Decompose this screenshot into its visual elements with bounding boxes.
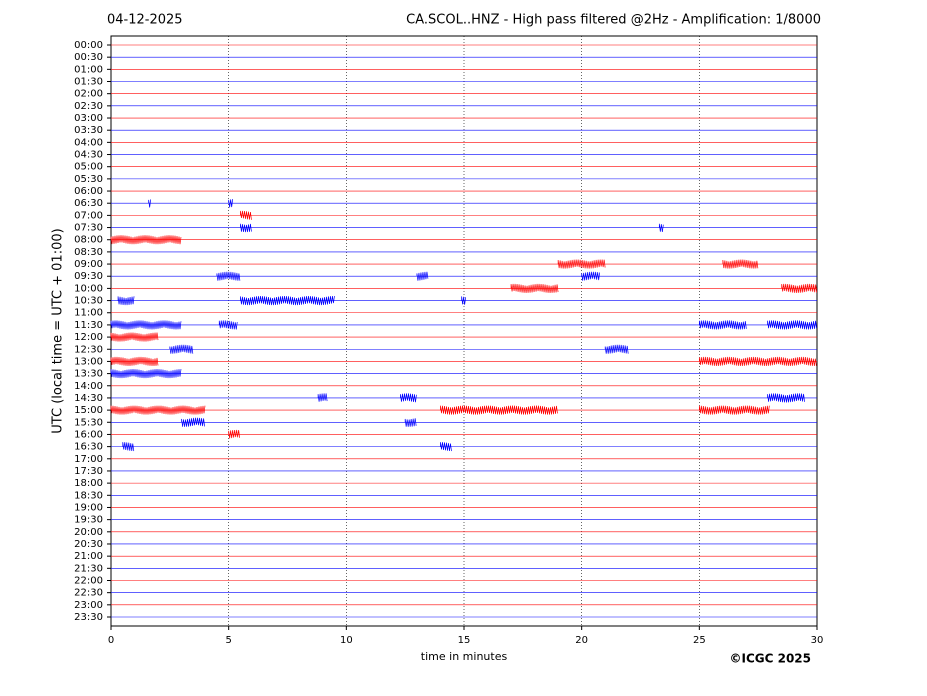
y-tick-label: 00:00 [74,40,103,51]
y-tick-label: 05:30 [74,174,103,185]
y-tick-label: 16:00 [74,429,103,440]
y-tick-label: 21:30 [74,563,103,574]
y-tick-label: 06:30 [74,198,103,209]
y-tick-label: 10:30 [74,296,103,307]
y-tick-label: 02:30 [74,101,103,112]
burst [404,418,417,427]
y-tick-label: 04:30 [74,150,103,161]
burst [117,296,135,306]
burst [181,417,205,427]
burst [767,393,805,403]
burst [767,320,817,330]
x-tick-label: 0 [108,635,114,646]
y-tick-label: 17:00 [74,454,103,465]
y-tick-label: 17:30 [74,466,103,477]
y-tick-label: 13:30 [74,369,103,380]
x-tick-label: 30 [811,635,824,646]
y-tick-label: 23:30 [74,612,103,623]
burst [110,332,159,342]
burst [658,223,664,232]
x-tick-label: 25 [693,635,706,646]
y-tick-label: 00:30 [74,52,103,63]
y-tick-label: 09:30 [74,271,103,282]
burst [110,320,182,330]
x-tick-label: 20 [575,635,588,646]
burst [581,271,601,281]
y-tick-label: 03:30 [74,125,103,136]
y-tick-label: 11:30 [74,320,103,331]
y-tick-label: 04:00 [74,137,103,148]
burst [228,199,234,208]
y-tick-label: 14:30 [74,393,103,404]
burst [122,442,135,452]
y-tick-label: 15:00 [74,405,103,416]
burst [110,356,159,366]
burst [557,259,606,269]
burst [416,271,429,281]
y-tick-label: 21:00 [74,551,103,562]
burst [604,344,629,354]
y-tick-label: 19:00 [74,502,103,513]
burst [400,393,417,403]
burst [440,405,558,415]
burst [722,259,759,269]
x-axis-label: time in minutes [421,650,508,663]
y-tick-label: 08:00 [74,235,103,246]
burst [698,405,770,415]
y-tick-label: 18:00 [74,478,103,489]
burst [510,283,559,293]
burst [698,320,747,330]
y-tick-label: 15:30 [74,417,103,428]
burst [110,235,182,245]
y-tick-label: 14:00 [74,381,103,392]
burst [240,223,252,233]
y-tick-label: 08:30 [74,247,103,258]
burst [148,199,152,208]
y-tick-label: 01:30 [74,77,103,88]
burst [240,296,335,306]
y-tick-label: 05:00 [74,162,103,173]
y-tick-label: 23:00 [74,600,103,611]
y-tick-label: 18:30 [74,490,103,501]
y-tick-label: 20:30 [74,539,103,550]
burst [169,344,194,354]
y-tick-label: 01:00 [74,64,103,75]
x-tick-label: 15 [458,635,471,646]
chart-title: CA.SCOL..HNZ - High pass filtered @2Hz -… [406,13,821,28]
x-tick-label: 5 [225,635,231,646]
y-axis-label: UTC (local time = UTC + 01:00) [51,228,66,433]
y-tick-label: 03:00 [74,113,103,124]
y-tick-label: 16:30 [74,442,103,453]
y-tick-label: 02:00 [74,89,103,100]
y-tick-label: 20:00 [74,527,103,538]
y-tick-label: 22:00 [74,575,103,586]
y-tick-label: 07:00 [74,210,103,221]
y-tick-label: 07:30 [74,223,103,234]
y-tick-label: 11:00 [74,308,103,319]
credit: ©ICGC 2025 [729,652,811,666]
y-tick-label: 22:30 [74,588,103,599]
burst [317,393,328,402]
x-tick-label: 10 [340,635,353,646]
y-tick-label: 10:00 [74,283,103,294]
burst [698,356,817,366]
burst [240,210,252,220]
burst [440,442,452,452]
burst [228,429,241,439]
y-tick-label: 09:00 [74,259,103,270]
y-tick-label: 19:30 [74,515,103,526]
burst [110,405,206,415]
burst [461,296,466,305]
burst [218,320,238,330]
burst [781,283,818,293]
y-tick-label: 12:00 [74,332,103,343]
burst [110,369,182,379]
y-tick-label: 13:00 [74,356,103,367]
y-tick-label: 06:00 [74,186,103,197]
burst [216,271,241,281]
date: 04-12-2025 [107,13,183,28]
y-tick-label: 12:30 [74,344,103,355]
